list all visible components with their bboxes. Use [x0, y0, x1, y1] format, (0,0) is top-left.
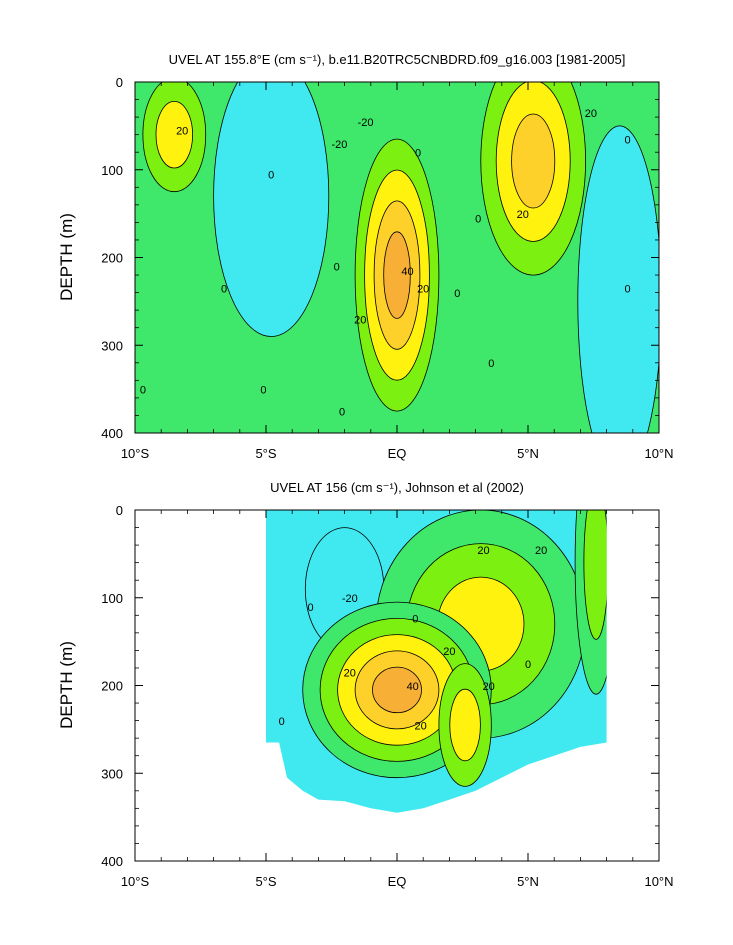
contour-region-2-2-4: [372, 666, 422, 714]
contour-label-2-5: 20: [443, 646, 455, 658]
y-tick-label-2-2: 200: [101, 679, 123, 694]
y-axis-label-2: DEPTH (m): [57, 641, 76, 729]
contour-label-2-11: 0: [279, 716, 285, 728]
contour-label-1-9: 20: [354, 314, 366, 326]
y-axis-label-1: DEPTH (m): [57, 213, 76, 301]
contour-label-1-14: 20: [585, 108, 597, 120]
panel-observations: UVEL AT 156 (cm s⁻¹), Johnson et al (200…: [57, 480, 674, 889]
y-tick-label-1-4: 400: [101, 426, 123, 441]
x-tick-label-2-3: 5°N: [517, 874, 539, 889]
contour-label-2-4: 20: [535, 545, 547, 557]
y-tick-label-1-3: 300: [101, 338, 123, 353]
contour-label-1-0: 20: [176, 126, 188, 138]
contour-label-1-17: 0: [140, 385, 146, 397]
contour-label-2-0: 0: [307, 602, 313, 614]
panel-model: UVEL AT 155.8°E (cm s⁻¹), b.e11.B20TRC5C…: [57, 52, 674, 461]
contour-region-1-0-1: [155, 100, 193, 169]
x-tick-label-1-3: 5°N: [517, 446, 539, 461]
contour-label-2-6: 20: [344, 668, 356, 680]
x-tick-label-1-2: EQ: [388, 446, 407, 461]
y-tick-label-1-2: 200: [101, 251, 123, 266]
contour-label-2-1: -20: [342, 593, 358, 605]
contour-label-1-13: 20: [517, 209, 529, 221]
panel-2-title: UVEL AT 156 (cm s⁻¹), Johnson et al (200…: [270, 480, 524, 495]
y-tick-label-2-3: 300: [101, 766, 123, 781]
contour-label-1-4: -20: [358, 117, 374, 129]
y-tick-label-2-4: 400: [101, 854, 123, 869]
contour-label-1-5: 0: [415, 148, 421, 160]
panel-1-title: UVEL AT 155.8°E (cm s⁻¹), b.e11.B20TRC5C…: [169, 52, 626, 67]
contour-label-2-2: 0: [412, 613, 418, 625]
contour-label-2-8: 20: [414, 720, 426, 732]
x-tick-label-2-0: 10°S: [121, 874, 150, 889]
contour-region-2-4-1: [583, 510, 607, 640]
contour-region-1-1-0: [213, 82, 330, 337]
contour-label-1-1: 0: [268, 170, 274, 182]
contour-region-1-2-3: [383, 231, 411, 319]
x-tick-label-2-2: EQ: [388, 874, 407, 889]
contour-label-1-7: 40: [401, 266, 413, 278]
contour-label-2-7: 40: [407, 681, 419, 693]
contour-label-1-11: 0: [475, 213, 481, 225]
y-tick-label-1-1: 100: [101, 163, 123, 178]
contour-label-1-16: 0: [625, 284, 631, 296]
contour-label-1-6: 0: [334, 262, 340, 274]
x-tick-label-2-4: 10°N: [644, 874, 673, 889]
y-tick-label-2-0: 0: [116, 503, 123, 518]
contour-label-1-8: 20: [417, 284, 429, 296]
x-tick-label-2-1: 5°S: [255, 874, 276, 889]
x-tick-label-1-0: 10°S: [121, 446, 150, 461]
y-tick-label-1-0: 0: [116, 75, 123, 90]
contour-label-2-10: 0: [525, 659, 531, 671]
contour-region-2-3-1: [449, 688, 481, 762]
data-extent-2: [266, 510, 607, 813]
x-tick-label-1-4: 10°N: [644, 446, 673, 461]
contour-label-1-2: 0: [221, 284, 227, 296]
contour-label-1-12: 0: [488, 358, 494, 370]
contour-label-2-3: 20: [477, 545, 489, 557]
contour-label-2-9: 20: [483, 681, 495, 693]
y-tick-label-2-1: 100: [101, 591, 123, 606]
contour-label-1-10: 0: [454, 288, 460, 300]
contour-region-1-4-0: [577, 125, 659, 433]
contour-region-1-3-2: [511, 113, 556, 209]
x-tick-label-1-1: 5°S: [255, 446, 276, 461]
contour-label-1-18: 0: [260, 385, 266, 397]
contour-label-1-15: 0: [625, 134, 631, 146]
contour-label-1-19: 0: [339, 406, 345, 418]
contour-label-1-3: -20: [331, 139, 347, 151]
